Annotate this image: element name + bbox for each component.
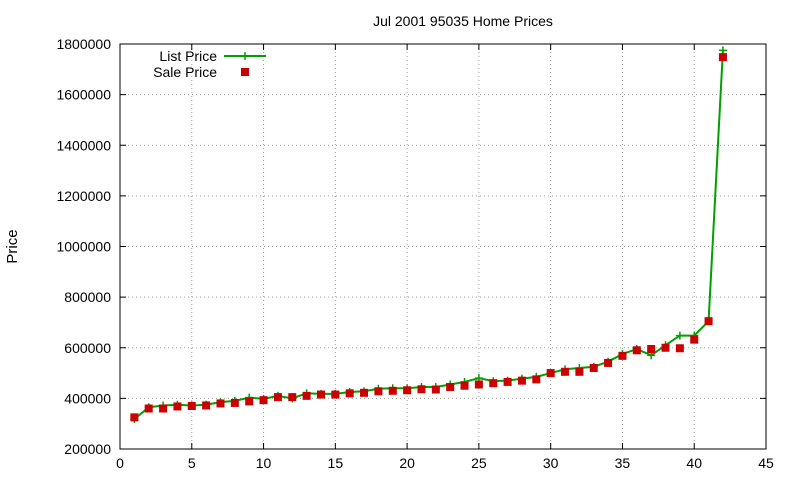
legend-marker-list-price bbox=[241, 52, 249, 60]
sale-price-point bbox=[489, 379, 498, 388]
y-tick-label: 1400000 bbox=[56, 137, 111, 153]
y-tick-label: 400000 bbox=[64, 390, 111, 406]
sale-price-point bbox=[575, 367, 584, 376]
series-list-price bbox=[130, 46, 727, 424]
sale-price-point bbox=[202, 401, 211, 410]
sale-price-point bbox=[661, 343, 670, 352]
axis-ticks bbox=[119, 43, 767, 450]
sale-price-point bbox=[245, 397, 254, 406]
list-price-line bbox=[133, 50, 724, 420]
x-tick-labels: 0 5 10 15 20 25 30 35 40 45 bbox=[116, 455, 774, 471]
sale-price-point bbox=[403, 386, 412, 395]
sale-price-point bbox=[431, 385, 440, 394]
sale-price-point bbox=[675, 344, 684, 353]
sale-price-point bbox=[532, 375, 541, 384]
x-tick-label: 30 bbox=[543, 455, 559, 471]
sale-price-point bbox=[647, 345, 656, 354]
sale-price-point bbox=[216, 399, 225, 408]
sale-price-point bbox=[417, 385, 426, 394]
sale-price-point bbox=[345, 389, 354, 398]
sale-price-point bbox=[704, 317, 713, 326]
sale-price-point bbox=[604, 358, 613, 367]
legend-marker-sale-price bbox=[241, 68, 249, 76]
legend-label-list-price: List Price bbox=[159, 48, 217, 64]
sale-price-point bbox=[144, 404, 153, 413]
chart-title: Jul 2001 95035 Home Prices bbox=[373, 13, 553, 29]
sale-price-point bbox=[503, 377, 512, 386]
sale-price-point bbox=[388, 386, 397, 395]
x-tick-label: 5 bbox=[188, 455, 196, 471]
x-tick-label: 35 bbox=[615, 455, 631, 471]
x-tick-label: 15 bbox=[328, 455, 344, 471]
series-layer bbox=[130, 46, 727, 424]
x-tick-label: 20 bbox=[399, 455, 415, 471]
y-axis-title: Price bbox=[4, 229, 21, 263]
x-tick-label: 45 bbox=[758, 455, 774, 471]
sale-price-point bbox=[288, 393, 297, 402]
sale-price-point bbox=[546, 369, 555, 378]
sale-price-point bbox=[273, 393, 282, 402]
sale-price-point bbox=[690, 335, 699, 344]
y-tick-label: 1600000 bbox=[56, 87, 111, 103]
x-tick-label: 40 bbox=[686, 455, 702, 471]
sale-price-point bbox=[259, 396, 268, 405]
sale-price-point bbox=[302, 391, 311, 400]
y-tick-label: 1000000 bbox=[56, 239, 111, 255]
sale-price-point bbox=[159, 404, 168, 413]
series-sale-price bbox=[130, 53, 727, 422]
legend-label-sale-price: Sale Price bbox=[153, 64, 217, 80]
sale-price-point bbox=[517, 376, 526, 385]
y-tick-label: 200000 bbox=[64, 441, 111, 457]
sale-price-point bbox=[331, 390, 340, 399]
y-tick-label: 1200000 bbox=[56, 188, 111, 204]
x-tick-label: 0 bbox=[116, 455, 124, 471]
sale-price-point bbox=[130, 413, 139, 422]
sale-price-point bbox=[230, 398, 239, 407]
y-tick-label: 1800000 bbox=[56, 36, 111, 52]
legend: List Price Sale Price bbox=[153, 48, 266, 80]
sale-price-point bbox=[474, 380, 483, 389]
sale-price-point bbox=[374, 387, 383, 396]
sale-price-point bbox=[173, 402, 182, 411]
sale-price-point bbox=[187, 401, 196, 410]
sale-price-point bbox=[618, 351, 627, 360]
y-tick-labels: 200000 400000 600000 800000 1000000 1200000 14… bbox=[56, 36, 111, 457]
sale-price-point bbox=[718, 53, 727, 62]
sale-price-point bbox=[360, 388, 369, 397]
x-tick-label: 10 bbox=[256, 455, 272, 471]
sale-price-point bbox=[561, 367, 570, 376]
y-tick-label: 600000 bbox=[64, 340, 111, 356]
sale-price-point bbox=[446, 382, 455, 391]
sale-price-point bbox=[632, 346, 641, 355]
sale-price-point bbox=[460, 381, 469, 390]
grid-lines bbox=[120, 44, 766, 449]
x-tick-label: 25 bbox=[471, 455, 487, 471]
sale-price-point bbox=[316, 390, 325, 399]
sale-price-point bbox=[589, 364, 598, 372]
y-tick-label: 800000 bbox=[64, 289, 111, 305]
